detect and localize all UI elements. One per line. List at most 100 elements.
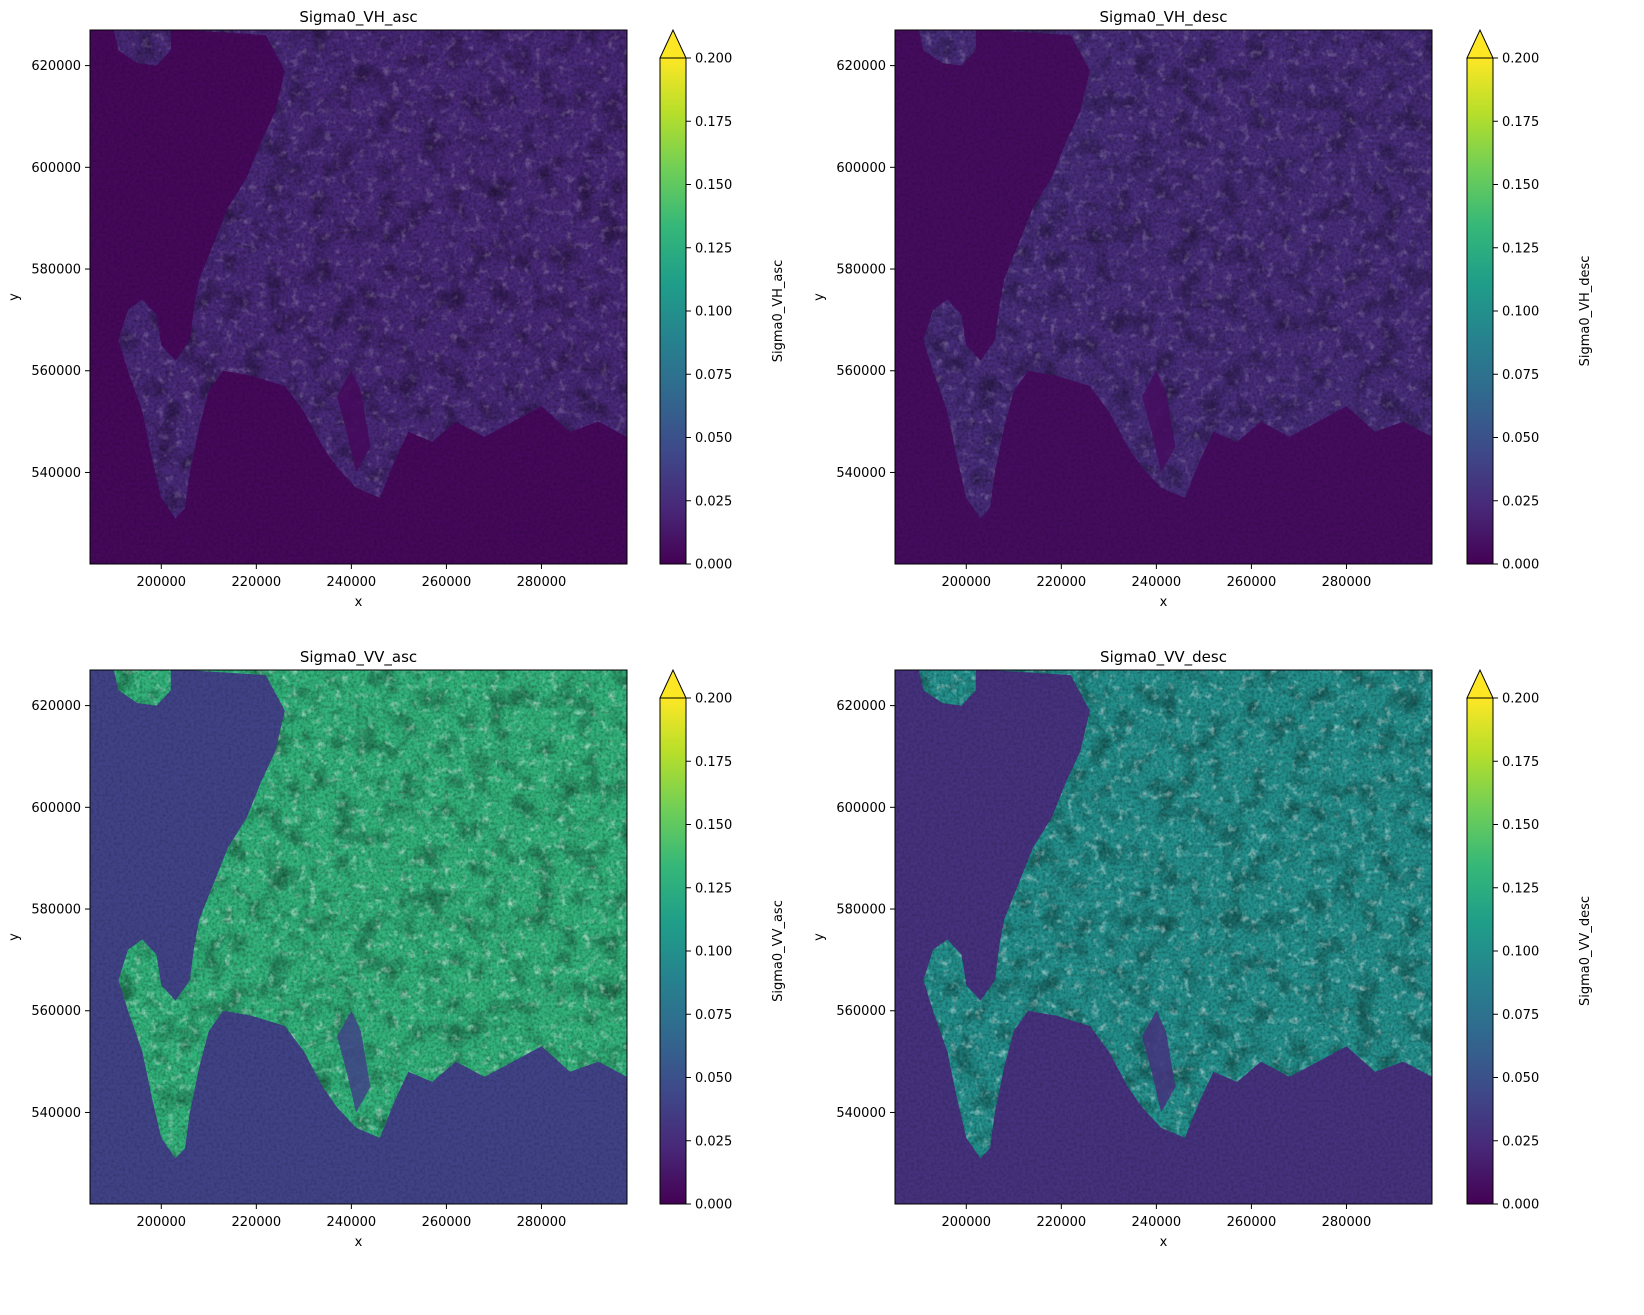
y-axis-label: y (812, 293, 827, 301)
colorbar-label: Sigma0_VH_desc (1578, 256, 1593, 367)
colorbar-tick-label: 0.125 (1502, 241, 1539, 256)
y-tick-label: 540000 (31, 1106, 81, 1121)
x-tick-label: 200000 (136, 575, 186, 590)
x-tick-label: 280000 (517, 1215, 567, 1230)
heatmap-image (895, 30, 1432, 564)
y-tick-label: 620000 (836, 59, 886, 74)
x-tick-label: 220000 (232, 575, 282, 590)
x-tick-label: 280000 (1322, 1215, 1372, 1230)
colorbar-tick-label: 0.100 (695, 945, 732, 960)
colorbar-tick-label: 0.150 (1502, 818, 1539, 833)
x-tick-label: 280000 (517, 575, 567, 590)
colorbar-tick-label: 0.200 (1502, 692, 1539, 707)
colorbar-tick-label: 0.050 (1502, 1071, 1539, 1086)
colorbar-tick-label: 0.000 (1502, 558, 1539, 573)
colorbar-gradient (659, 697, 687, 1205)
colorbar-tick-label: 0.125 (695, 881, 732, 896)
x-tick-label: 240000 (327, 1215, 377, 1230)
y-axis-label: y (7, 293, 22, 301)
colorbar-extend-arrow (659, 668, 687, 699)
subplot-title: Sigma0_VV_asc (300, 648, 417, 667)
axes-frame (89, 29, 628, 565)
colorbar-tick-label: 0.150 (1502, 178, 1539, 193)
colorbar: 0.000 0.025 0.050 0.075 0.100 0.125 0.150 0.175… (659, 28, 786, 573)
x-tick-label: 200000 (941, 1215, 991, 1230)
colorbar-tick-label: 0.100 (1502, 305, 1539, 320)
x-tick-label: 220000 (1037, 575, 1087, 590)
colorbar-tick-label: 0.050 (1502, 431, 1539, 446)
colorbar-tick-label: 0.075 (1502, 368, 1539, 383)
x-axis-label: x (355, 595, 363, 610)
x-tick-label: 200000 (941, 575, 991, 590)
x-tick-label: 260000 (1227, 575, 1277, 590)
y-tick-label: 540000 (836, 466, 886, 481)
colorbar-tick-label: 0.000 (695, 1198, 732, 1213)
y-tick-label: 600000 (31, 161, 81, 176)
y-tick-label: 560000 (836, 364, 886, 379)
colorbar-gradient (659, 57, 687, 565)
colorbar: 0.000 0.025 0.050 0.075 0.100 0.125 0.150 0.175… (1466, 668, 1593, 1213)
colorbar-tick-label: 0.200 (695, 692, 732, 707)
colorbar-tick-label: 0.200 (1502, 52, 1539, 67)
colorbar-tick-label: 0.075 (695, 1008, 732, 1023)
x-axis-label: x (1160, 595, 1168, 610)
colorbar: 0.000 0.025 0.050 0.075 0.100 0.125 0.150 0.175… (659, 668, 786, 1213)
colorbar-extend-arrow (1466, 28, 1494, 59)
colorbar-tick-label: 0.000 (1502, 1198, 1539, 1213)
x-axis-label: x (1160, 1235, 1168, 1250)
x-tick-label: 220000 (1037, 1215, 1087, 1230)
colorbar-tick-label: 0.075 (695, 368, 732, 383)
y-axis-label: y (7, 933, 22, 941)
colorbar-tick-label: 0.050 (695, 431, 732, 446)
colorbar-tick-label: 0.175 (1502, 755, 1539, 770)
x-tick-label: 240000 (1132, 575, 1182, 590)
axes-frame (894, 669, 1433, 1205)
colorbar-tick-label: 0.125 (1502, 881, 1539, 896)
colorbar-tick-label: 0.000 (695, 558, 732, 573)
colorbar-tick-label: 0.175 (695, 115, 732, 130)
y-tick-label: 560000 (31, 1004, 81, 1019)
subplot-title: Sigma0_VV_desc (1100, 648, 1227, 667)
axes-frame (894, 29, 1433, 565)
colorbar-tick-label: 0.075 (1502, 1008, 1539, 1023)
estuary-region (337, 370, 371, 473)
x-axis-label: x (355, 1235, 363, 1250)
subplot-1: Sigma0_VH_asc 200000 220000 240000 260000 280… (7, 8, 786, 610)
y-tick-label: 600000 (836, 801, 886, 816)
y-tick-label: 540000 (836, 1106, 886, 1121)
y-tick-label: 580000 (836, 903, 886, 918)
x-tick-label: 220000 (232, 1215, 282, 1230)
heatmap-image (90, 670, 627, 1204)
y-axis-label: y (812, 933, 827, 941)
y-tick-label: 620000 (31, 59, 81, 74)
colorbar-gradient (1466, 57, 1494, 565)
colorbar: 0.000 0.025 0.050 0.075 0.100 0.125 0.150 0.175… (1466, 28, 1593, 573)
x-tick-label: 260000 (422, 575, 472, 590)
heatmap-image (90, 30, 627, 564)
estuary-region (1142, 1010, 1176, 1113)
colorbar-extend-arrow (1466, 668, 1494, 699)
y-tick-label: 560000 (31, 364, 81, 379)
colorbar-tick-label: 0.100 (1502, 945, 1539, 960)
colorbar-tick-label: 0.025 (695, 1134, 732, 1149)
colorbar-tick-label: 0.175 (695, 755, 732, 770)
x-tick-label: 280000 (1322, 575, 1372, 590)
colorbar-tick-label: 0.050 (695, 1071, 732, 1086)
colorbar-label: Sigma0_VV_asc (771, 900, 786, 1002)
colorbar-extend-arrow (659, 28, 687, 59)
subplot-title: Sigma0_VH_desc (1100, 8, 1228, 27)
subplot-2: Sigma0_VH_desc 200000 220000 240000 260000 28… (812, 8, 1593, 610)
x-tick-label: 240000 (327, 575, 377, 590)
x-tick-label: 260000 (422, 1215, 472, 1230)
colorbar-tick-label: 0.025 (695, 494, 732, 509)
colorbar-tick-label: 0.150 (695, 818, 732, 833)
colorbar-tick-label: 0.200 (695, 52, 732, 67)
subplot-3: Sigma0_VV_asc 200000 220000 240000 260000 280… (7, 648, 786, 1250)
x-tick-label: 200000 (136, 1215, 186, 1230)
colorbar-tick-label: 0.025 (1502, 1134, 1539, 1149)
estuary-region (1142, 370, 1176, 473)
y-tick-label: 560000 (836, 1004, 886, 1019)
heatmap-image (895, 670, 1432, 1204)
y-tick-label: 580000 (31, 903, 81, 918)
